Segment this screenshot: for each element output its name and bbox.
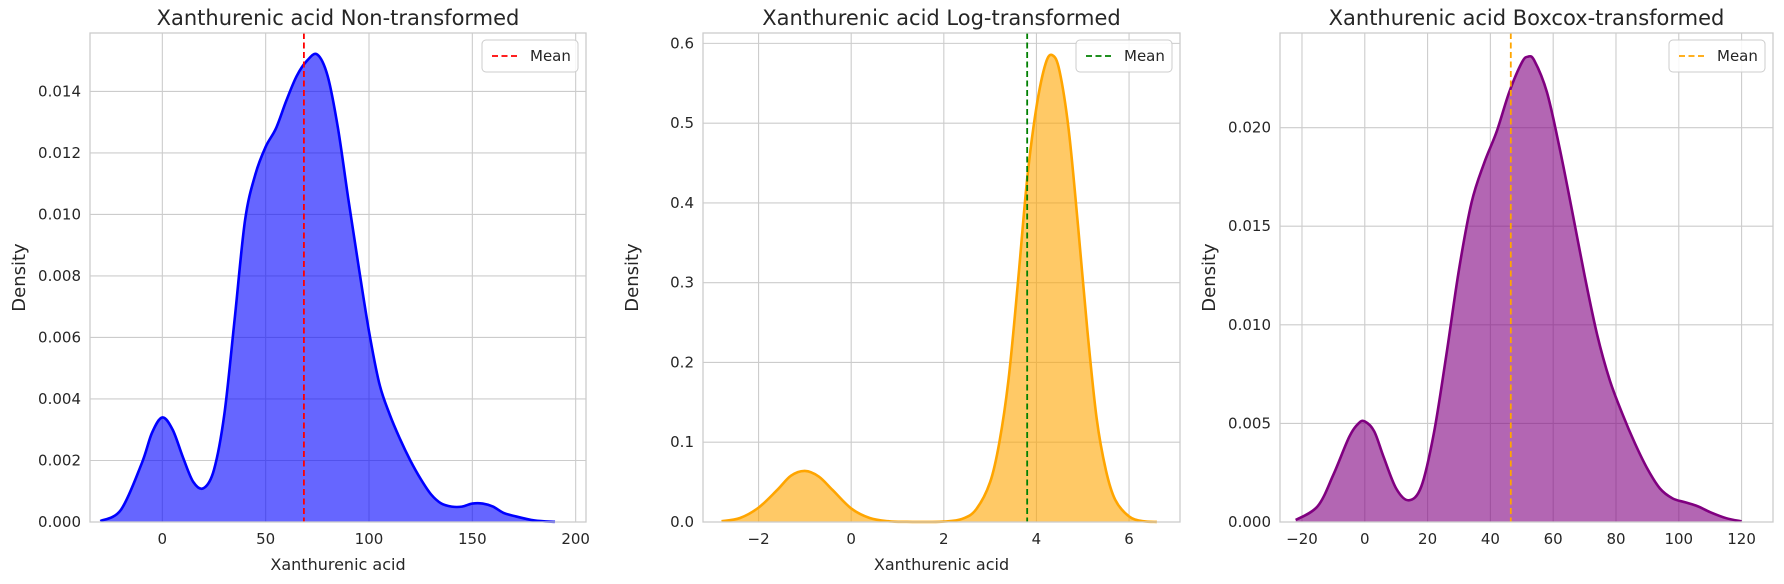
x-tick-label: −20 (1286, 530, 1318, 548)
x-tick-label: 6 (1124, 530, 1134, 548)
x-tick-label: 0 (846, 530, 856, 548)
plot-frame (1279, 32, 1774, 523)
x-tick-label: 20 (1418, 530, 1437, 548)
density-area (100, 53, 555, 522)
x-tick-label: −2 (748, 530, 770, 548)
x-tick-label: 200 (561, 530, 590, 548)
y-axis-label: Density (622, 243, 643, 312)
chart-panel-2: −2 0 2 4 6 0.0 0.1 0.2 0.3 0.4 0.5 0.6 Xanthurenic a… (622, 6, 1181, 574)
legend-mean-label: Mean (1717, 47, 1758, 65)
x-tick-label: 100 (355, 530, 384, 548)
legend: Mean (1075, 39, 1173, 73)
y-tick-label: 0.005 (1228, 414, 1271, 432)
y-tick-label: 0.000 (38, 513, 81, 531)
y-tick-label: 0.2 (670, 353, 694, 371)
x-tick-label: 2 (939, 530, 949, 548)
legend-mean-label: Mean (530, 47, 571, 65)
legend-mean-label: Mean (1124, 47, 1165, 65)
chart-title: Xanthurenic acid Non-transformed (157, 6, 520, 30)
x-axis-label: Xanthurenic acid (270, 555, 405, 574)
y-tick-label: 0.004 (38, 390, 81, 408)
y-axis-label: Density (1199, 243, 1220, 312)
x-tick-label: 150 (458, 530, 487, 548)
density-area (1295, 56, 1742, 522)
y-tick-label: 0.6 (670, 34, 694, 52)
y-tick-label: 0.014 (38, 82, 81, 100)
y-tick-label: 0.1 (670, 433, 694, 451)
legend-box (1075, 39, 1173, 73)
x-tick-label: 50 (256, 530, 275, 548)
chart-title: Xanthurenic acid Boxcox-transformed (1329, 6, 1725, 30)
y-tick-label: 0.006 (38, 328, 81, 346)
plot-frame (702, 32, 1181, 523)
legend: Mean (481, 39, 579, 73)
density-line (721, 53, 1157, 524)
y-tick-label: 0.002 (38, 451, 81, 469)
x-tick-label: 4 (1032, 530, 1042, 548)
x-tick-label: 0 (158, 530, 168, 548)
legend-box (1668, 39, 1766, 73)
y-tick-label: 0.5 (670, 114, 694, 132)
chart-panel-3: −20 0 20 40 60 80 100 120 0.000 0.005 0.010 0.015 0.… (1199, 6, 1774, 548)
y-tick-label: 0.010 (38, 205, 81, 223)
legend: Mean (1668, 39, 1766, 73)
chart-title: Xanthurenic acid Log-transformed (762, 6, 1120, 30)
y-tick-label: 0.015 (1228, 217, 1271, 235)
y-tick-label: 0.012 (38, 144, 81, 162)
chart-panel-1: 0 50 100 150 200 0.000 0.002 0.004 0.006 0.008 0.0… (9, 6, 590, 574)
density-line (1295, 54, 1742, 523)
x-tick-label: 80 (1606, 530, 1625, 548)
y-tick-label: 0.008 (38, 267, 81, 285)
x-tick-label: 60 (1544, 530, 1563, 548)
x-tick-label: 0 (1360, 530, 1370, 548)
legend-box (481, 39, 579, 73)
x-tick-label: 100 (1664, 530, 1693, 548)
y-tick-label: 0.010 (1228, 316, 1271, 334)
y-tick-label: 0.000 (1228, 513, 1271, 531)
plot-frame (89, 32, 587, 523)
y-tick-label: 0.020 (1228, 119, 1271, 137)
x-tick-label: 120 (1727, 530, 1756, 548)
y-axis-label: Density (9, 243, 30, 312)
density-area (721, 54, 1157, 522)
y-tick-label: 0.0 (670, 513, 694, 531)
x-tick-label: 40 (1481, 530, 1500, 548)
y-tick-label: 0.4 (670, 194, 694, 212)
x-axis-label: Xanthurenic acid (874, 555, 1009, 574)
density-line (99, 52, 556, 524)
y-tick-label: 0.3 (670, 274, 694, 292)
